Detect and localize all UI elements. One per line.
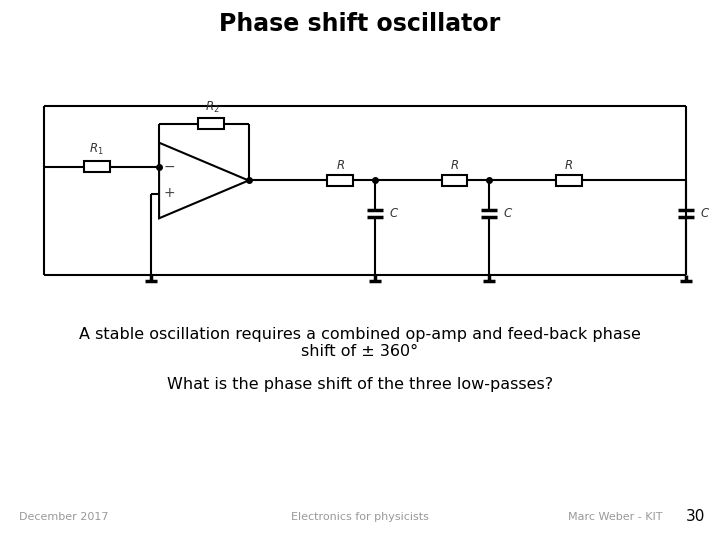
Bar <box>441 175 467 186</box>
Bar <box>556 175 582 186</box>
Text: $C$: $C$ <box>503 207 513 220</box>
Text: $R$: $R$ <box>336 159 345 172</box>
Text: Marc Weber - KIT: Marc Weber - KIT <box>568 512 663 522</box>
Bar <box>198 118 224 129</box>
Text: A stable oscillation requires a combined op-amp and feed-back phase: A stable oscillation requires a combined… <box>79 327 641 342</box>
Text: $R_1$: $R_1$ <box>89 141 104 157</box>
Text: $C$: $C$ <box>700 207 711 220</box>
Text: $C$: $C$ <box>389 207 399 220</box>
Bar <box>327 175 353 186</box>
Text: What is the phase shift of the three low-passes?: What is the phase shift of the three low… <box>167 377 553 392</box>
Text: Electronics for physicists: Electronics for physicists <box>291 512 429 522</box>
Text: $+$: $+$ <box>163 186 175 200</box>
Text: $R_2$: $R_2$ <box>204 100 219 115</box>
Text: $-$: $-$ <box>163 159 175 173</box>
Text: $R$: $R$ <box>564 159 573 172</box>
Text: December 2017: December 2017 <box>19 512 108 522</box>
Bar <box>84 161 110 172</box>
Text: Phase shift oscillator: Phase shift oscillator <box>220 12 500 36</box>
Text: 30: 30 <box>685 509 705 524</box>
Text: shift of ± 360°: shift of ± 360° <box>302 344 418 359</box>
Text: $R$: $R$ <box>450 159 459 172</box>
